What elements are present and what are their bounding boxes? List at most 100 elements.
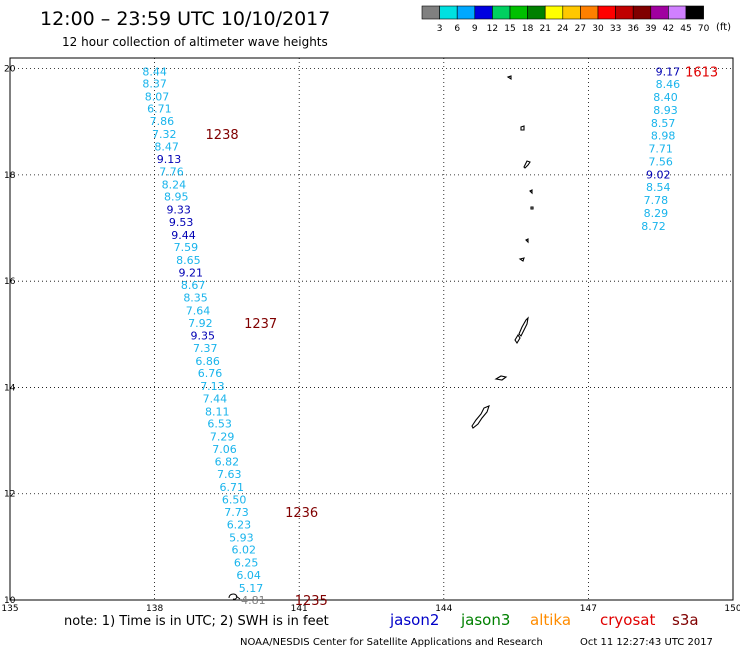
legend-swatch <box>562 5 581 20</box>
pass-time-label: 1613 <box>685 65 718 80</box>
wave-height-label: 6.71 <box>147 102 172 115</box>
lon-tick-label: 144 <box>435 604 452 614</box>
wave-height-label: 9.13 <box>157 153 182 166</box>
wave-height-label: 7.92 <box>188 317 213 330</box>
legend-label: 30 <box>592 24 604 34</box>
legend-label: 3 <box>437 24 443 34</box>
island-sarigan <box>530 206 534 210</box>
wave-height-label: 9.02 <box>646 168 671 181</box>
mission-label: altika <box>530 611 571 629</box>
wave-height-label: 7.59 <box>174 241 199 254</box>
legend-label: 27 <box>575 24 586 34</box>
wave-height-label: 8.65 <box>176 254 201 267</box>
wave-height-label: 7.71 <box>648 142 673 155</box>
legend-label: 24 <box>557 24 569 34</box>
legend-swatch <box>439 5 458 20</box>
wave-height-label: 7.44 <box>203 393 228 406</box>
wave-height-label: 6.53 <box>207 418 232 431</box>
legend-swatch <box>421 5 440 20</box>
footer-credit: NOAA/NESDIS Center for Satellite Applica… <box>240 637 543 648</box>
wave-height-label: 6.82 <box>215 455 240 468</box>
island-rota <box>494 375 508 381</box>
pass-time-label: 1236 <box>285 506 318 521</box>
lat-tick-label: 14 <box>4 383 16 393</box>
wave-height-label: 6.86 <box>195 355 220 368</box>
legend-unit: (ft) <box>716 22 731 33</box>
wave-height-label: 7.56 <box>648 156 673 169</box>
wave-height-label: 6.02 <box>232 544 257 557</box>
legend-swatch <box>615 5 634 20</box>
wave-height-label: 6.71 <box>219 481 244 494</box>
mariana-islands <box>471 75 534 429</box>
footer-timestamp: Oct 11 12:27:43 UTC 2017 <box>580 637 713 648</box>
wave-height-label: 8.37 <box>142 78 167 91</box>
legend-label: 33 <box>610 24 621 34</box>
wave-height-label: 8.93 <box>653 104 678 117</box>
island-saipan <box>518 316 529 337</box>
legend-label: 70 <box>698 24 710 34</box>
legend-label: 21 <box>539 24 550 34</box>
legend-swatch <box>668 5 687 20</box>
legend-label: 9 <box>472 24 478 34</box>
wave-height-label: 6.23 <box>227 519 252 532</box>
island-tinian <box>514 333 521 345</box>
wave-height-label: 8.98 <box>651 130 676 143</box>
wave-height-label: 8.47 <box>154 141 179 154</box>
lon-tick-label: 138 <box>146 604 163 614</box>
map-title: 12:00 – 23:59 UTC 10/10/2017 <box>40 8 330 30</box>
wave-height-label: 7.06 <box>212 443 237 456</box>
wave-height-label: 9.44 <box>171 229 196 242</box>
lat-tick-label: 12 <box>4 490 15 500</box>
wave-height-label: 7.32 <box>152 128 177 141</box>
axis-ticks: 135 138 141 144 147 150 10 12 14 16 18 20 <box>1 65 740 614</box>
legend-swatch <box>509 5 528 20</box>
mission-label: jason2 <box>389 611 439 629</box>
wave-height-label: 9.33 <box>166 203 191 216</box>
track-end-marker <box>228 593 241 600</box>
mission-label: jason3 <box>460 611 510 629</box>
wave-height-label: 7.76 <box>159 166 184 179</box>
wave-height-label: 6.04 <box>236 569 261 582</box>
legend-label: 18 <box>522 24 534 34</box>
wave-height-label: 8.46 <box>656 78 681 91</box>
pass-time-label: 1235 <box>295 594 328 609</box>
footer-note: note: 1) Time is in UTC; 2) SWH is in fe… <box>64 614 329 629</box>
wave-height-label: 9.53 <box>169 216 194 229</box>
mission-label: cryosat <box>600 611 655 629</box>
island-pagan <box>523 160 531 169</box>
legend-label: 42 <box>663 24 674 34</box>
pass-time-label: 1238 <box>206 128 239 143</box>
lon-tick-label: 135 <box>1 604 18 614</box>
legend-swatch <box>632 5 652 20</box>
legend-label: 39 <box>645 24 657 34</box>
wave-height-label: 7.37 <box>193 342 218 355</box>
legend-swatch <box>544 5 564 20</box>
color-legend: 3 6 9 12 15 18 21 24 27 30 33 36 39 42 45 70 <box>421 5 710 34</box>
island-maug <box>506 75 512 81</box>
island-anatahan <box>518 257 525 262</box>
legend-label: 15 <box>504 24 515 34</box>
lon-tick-label: 150 <box>724 604 740 614</box>
lat-tick-label: 10 <box>4 596 16 606</box>
wave-height-label: 7.73 <box>224 506 249 519</box>
wave-height-label: 8.57 <box>651 117 676 130</box>
wave-height-label: 7.78 <box>644 194 669 207</box>
wave-height-label: 8.54 <box>646 181 671 194</box>
wave-height-label: 8.67 <box>181 279 206 292</box>
map-subtitle: 12 hour collection of altimeter wave hei… <box>62 35 328 49</box>
wave-height-label: 9.21 <box>179 267 204 280</box>
wave-height-label: 8.72 <box>641 220 666 233</box>
wave-height-label: 4.81 <box>241 594 266 607</box>
legend-swatch <box>492 5 511 20</box>
wave-height-label: 7.29 <box>210 430 235 443</box>
wave-height-label: 8.11 <box>205 405 230 418</box>
legend-label: 45 <box>680 24 691 34</box>
pass-time-labels: 1238 1237 1236 1235 1613 <box>206 65 719 609</box>
wave-height-label: 7.86 <box>150 115 175 128</box>
legend-swatch <box>527 5 546 20</box>
wave-height-label: 9.35 <box>191 329 216 342</box>
wave-height-label: 8.24 <box>162 178 187 191</box>
legend-label: 12 <box>487 24 498 34</box>
pass-time-label: 1237 <box>244 317 277 332</box>
